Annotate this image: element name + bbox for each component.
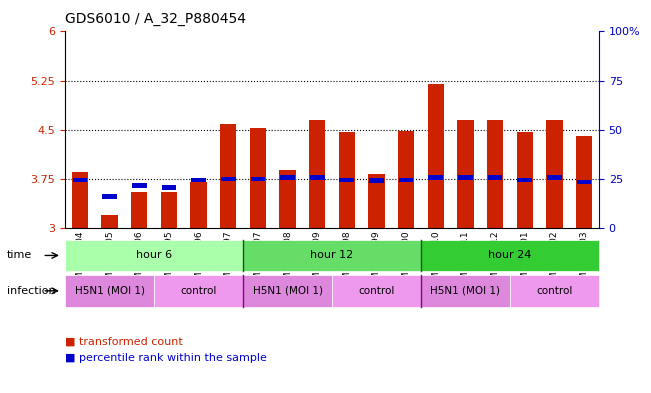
Bar [280, 175, 295, 180]
Bar [547, 175, 562, 180]
Bar [517, 132, 533, 228]
Bar [190, 182, 207, 228]
Text: control: control [180, 286, 217, 296]
Bar [309, 120, 326, 228]
Bar [340, 178, 354, 182]
Bar [369, 178, 384, 183]
Bar [191, 178, 206, 182]
Text: H5N1 (MOI 1): H5N1 (MOI 1) [253, 286, 322, 296]
Text: H5N1 (MOI 1): H5N1 (MOI 1) [430, 286, 501, 296]
Bar [428, 175, 443, 180]
Bar [131, 192, 147, 228]
Bar [250, 129, 266, 228]
Bar [399, 178, 413, 182]
Text: time: time [7, 250, 32, 261]
Bar [310, 175, 324, 180]
Bar [577, 180, 591, 184]
Text: hour 12: hour 12 [311, 250, 353, 261]
Bar [428, 84, 444, 228]
Bar [102, 194, 117, 199]
Bar [221, 176, 236, 181]
Bar [398, 131, 414, 228]
Bar [458, 175, 473, 180]
Bar [457, 120, 474, 228]
Bar [73, 178, 87, 182]
Text: ■ transformed count: ■ transformed count [65, 337, 183, 347]
Text: hour 6: hour 6 [136, 250, 172, 261]
Bar [368, 174, 385, 228]
Text: control: control [536, 286, 573, 296]
Bar [576, 136, 592, 228]
Bar [161, 192, 177, 228]
Text: infection: infection [7, 286, 55, 296]
Bar [72, 172, 88, 228]
Bar [220, 125, 236, 228]
Bar [279, 170, 296, 228]
Bar [132, 183, 146, 188]
Text: H5N1 (MOI 1): H5N1 (MOI 1) [75, 286, 145, 296]
Text: hour 24: hour 24 [488, 250, 532, 261]
Text: GDS6010 / A_32_P880454: GDS6010 / A_32_P880454 [65, 12, 246, 26]
Bar [161, 185, 176, 190]
Bar [487, 120, 503, 228]
Bar [488, 175, 503, 180]
Bar [518, 178, 532, 182]
Bar [546, 120, 562, 228]
Bar [102, 215, 118, 228]
Text: ■ percentile rank within the sample: ■ percentile rank within the sample [65, 353, 267, 363]
Text: control: control [358, 286, 395, 296]
Bar [251, 176, 265, 181]
Bar [339, 132, 355, 228]
